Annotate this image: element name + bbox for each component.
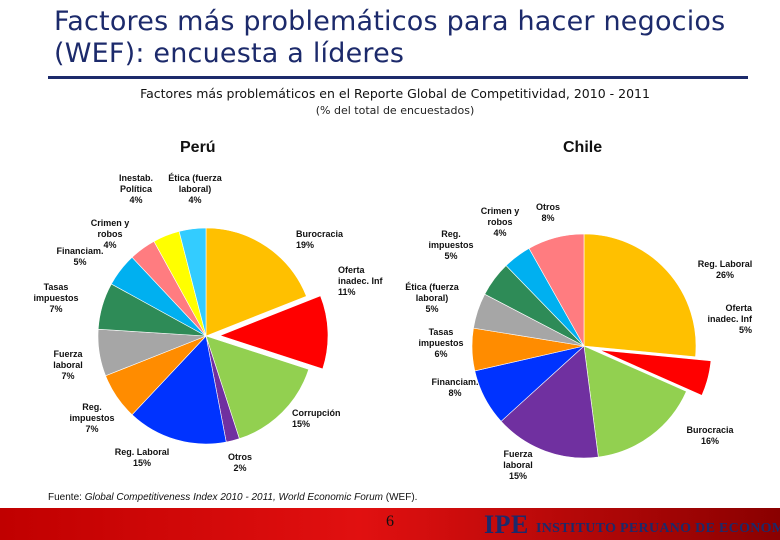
peru-slice-oferta-inadec-inf (219, 295, 329, 370)
chile-label-burocracia: Burocracia 16% (686, 425, 734, 446)
title-underline (48, 76, 748, 79)
chile-label-financiam: Financiam. 8% (431, 377, 478, 398)
chile-label-otros: Otros 8% (536, 202, 560, 223)
chile-label-etica-fuerza-laboral: Ética (fuerza laboral) 5% (405, 282, 460, 314)
chile-label-tasas-impuestos: Tasas impuestos 6% (418, 327, 463, 359)
peru-label-burocracia: Burocracia 19% (296, 229, 344, 250)
chile-slice-fuerza-laboral (500, 345, 599, 459)
chile-label-crimen-y-robos: Crimen y robos 4% (481, 206, 520, 238)
source-note: Fuente: Global Competitiveness Index 201… (48, 492, 417, 503)
peru-label-reg-laboral: Reg. Laboral 15% (115, 447, 170, 468)
peru-label-etica-fuerza-laboral: Ética (fuerza laboral) 4% (168, 173, 223, 205)
peru-slice-corrupcion (205, 335, 310, 440)
chile-label-reg-impuestos: Reg. impuestos 5% (428, 229, 473, 261)
peru-label-corrupcion: Corrupción 15% (292, 408, 341, 429)
chile-slice-oferta-inadec-inf (599, 349, 712, 396)
chile-slice-otros (528, 233, 585, 348)
peru-slice-reg-laboral (131, 335, 227, 445)
chile-slice-burocracia (583, 345, 687, 458)
ipe-logo: IPE (484, 510, 529, 539)
source-prefix: Fuente: (48, 492, 85, 503)
chile-label-oferta-inadec-inf: Oferta inadec. Inf 5% (707, 303, 753, 335)
chile-label-fuerza-laboral: Fuerza laboral 15% (503, 449, 533, 481)
footer-bar (0, 508, 780, 540)
chile-label-reg-laboral: Reg. Laboral 26% (698, 259, 753, 280)
peru-slice-etica-fuerza-laboral (178, 227, 207, 337)
page-number: 6 (386, 513, 394, 530)
source-title: Global Competitiveness Index 2010 - 2011… (84, 492, 383, 503)
chile-slice-reg-laboral (583, 233, 697, 358)
peru-label-financiam: Financiam. 5% (56, 246, 103, 267)
peru-slice-burocracia (205, 227, 307, 337)
peru-label-otros: Otros 2% (228, 452, 252, 473)
chart-subtitle: Factores más problemáticos en el Reporte… (140, 86, 650, 101)
peru-label-crimen-y-robos: Crimen y robos 4% (91, 218, 130, 250)
peru-label-tasas-impuestos: Tasas impuestos 7% (33, 282, 78, 314)
peru-label-oferta-inadec-inf: Oferta inadec. Inf 11% (338, 265, 384, 297)
peru-pie-chart: Burocracia 19% Oferta inadec. Inf 11% Corrupc… (33, 173, 383, 473)
chile-pie-chart: Reg. Laboral 26% Oferta inadec. Inf 5% Burocr… (405, 202, 753, 481)
chart-unit-note: (% del total de encuestados) (315, 104, 475, 117)
chile-chart-title: Chile (563, 139, 603, 156)
peru-label-reg-impuestos: Reg. impuestos 7% (69, 402, 114, 434)
slide-title: Factores más problemáticos para hacer ne… (54, 6, 726, 69)
source-suffix: (WEF). (383, 492, 418, 503)
ipe-institute-name: INSTITUTO PERUANO DE ECONOMÍA (536, 521, 780, 536)
peru-label-inestab-politica: Inestab. Política 4% (119, 173, 153, 205)
peru-chart-title: Perú (180, 139, 216, 156)
peru-label-fuerza-laboral: Fuerza laboral 7% (53, 349, 83, 381)
